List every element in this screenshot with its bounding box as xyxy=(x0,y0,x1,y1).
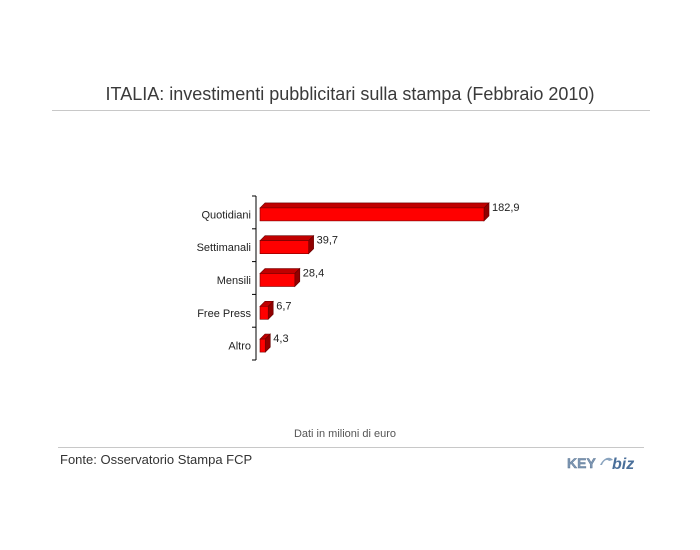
source-label: Fonte: Osservatorio Stampa FCP xyxy=(60,452,253,467)
bar xyxy=(259,273,296,287)
bar xyxy=(259,207,485,222)
data-label: 28,4 xyxy=(303,268,324,280)
bar-top-face xyxy=(259,202,490,209)
bar xyxy=(259,305,269,320)
category-label: Free Press xyxy=(197,308,251,320)
data-label: 39,7 xyxy=(317,235,338,247)
bar xyxy=(259,240,309,254)
bar-top-face xyxy=(259,235,315,241)
category-label: Quotidiani xyxy=(201,209,251,221)
logo-biz-text: biz xyxy=(612,456,634,473)
logo-key-text: KEY xyxy=(567,455,596,471)
footer-divider xyxy=(58,447,644,448)
keybiz-logo: KEY biz xyxy=(567,455,634,473)
logo-swoosh-icon xyxy=(600,457,613,465)
category-label: Settimanali xyxy=(197,242,251,254)
bar-top-face xyxy=(259,268,301,274)
chart-title: ITALIA: investimenti pubblicitari sulla … xyxy=(105,84,595,104)
category-label: Altro xyxy=(228,341,251,353)
data-label: 4,3 xyxy=(273,333,288,345)
category-label: Mensili xyxy=(217,275,251,287)
units-note: Dati in milioni di euro xyxy=(293,428,397,440)
data-label: 182,9 xyxy=(492,202,520,214)
data-label: 6,7 xyxy=(276,300,291,312)
bar xyxy=(259,338,266,353)
title-divider xyxy=(52,110,650,111)
